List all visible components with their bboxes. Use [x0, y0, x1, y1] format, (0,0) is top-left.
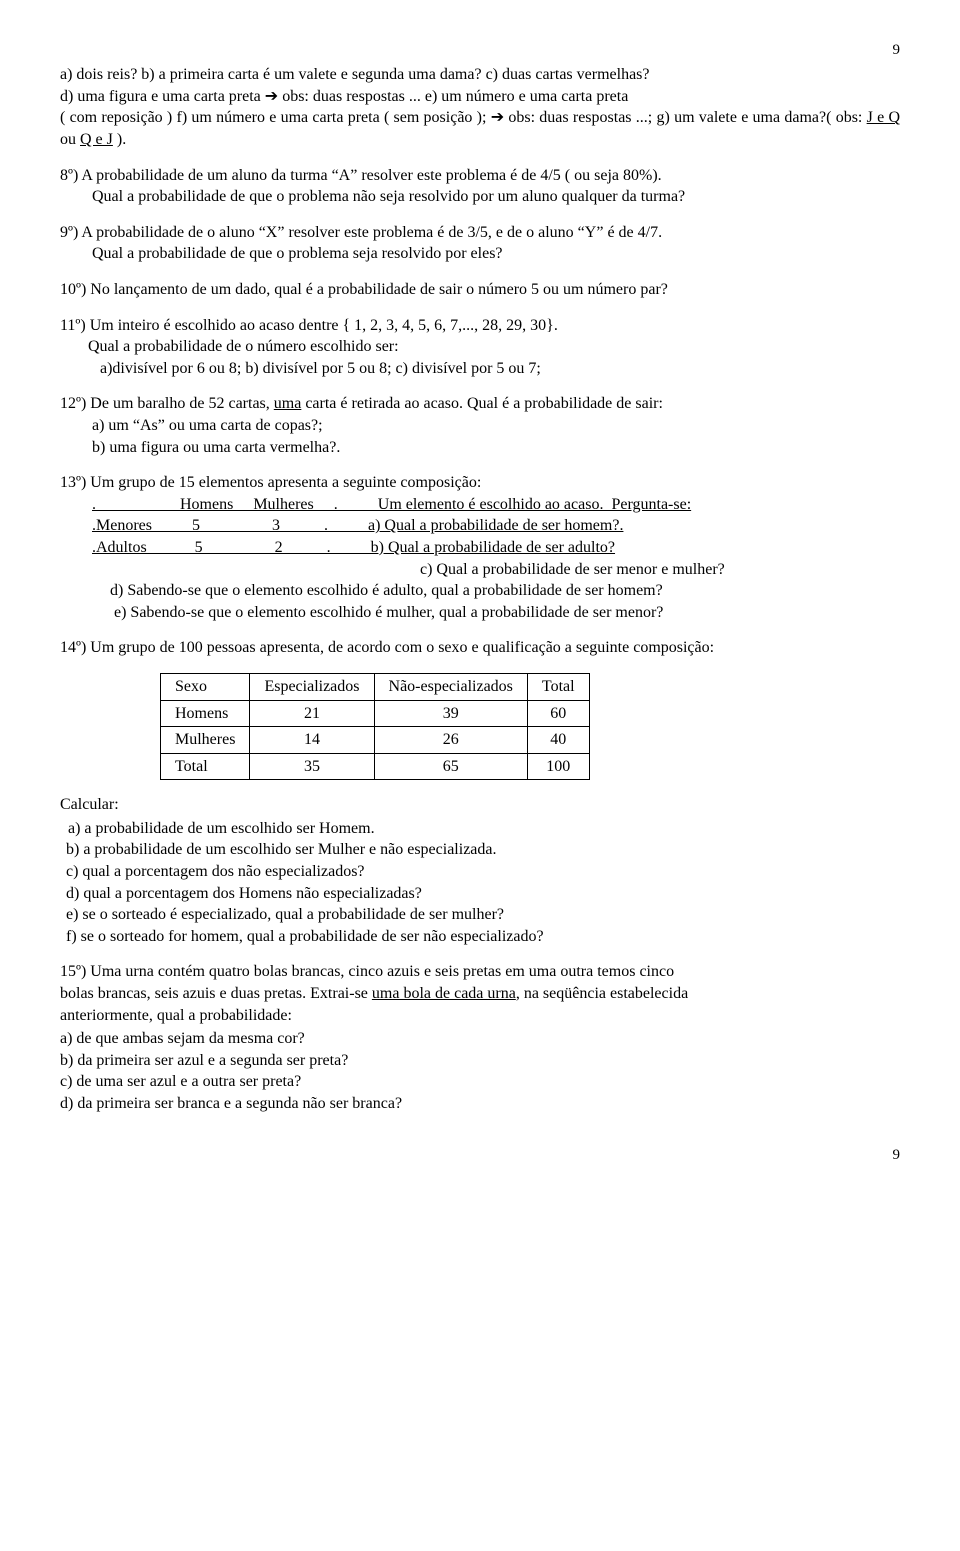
right-arrow-icon: ➔: [491, 109, 504, 126]
opt-line-2: d) uma figura e uma carta preta ➔ obs: d…: [60, 86, 900, 108]
question-14: 14º) Um grupo de 100 pessoas apresenta, …: [60, 637, 900, 659]
col-naoespec: Não-especializados: [374, 673, 527, 700]
question-9: 9º) A probabilidade de o aluno “X” resol…: [60, 222, 900, 265]
q14-c: c) qual a porcentagem dos não especializ…: [60, 861, 900, 883]
q15-line2: bolas brancas, seis azuis e duas pretas.…: [60, 983, 900, 1005]
table-row: Mulheres 14 26 40: [161, 727, 590, 754]
q15-c: c) de uma ser azul e a outra ser preta?: [60, 1071, 900, 1093]
q14-table: Sexo Especializados Não-especializados T…: [160, 673, 590, 780]
question-options-block: a) dois reis? b) a primeira carta é um v…: [60, 64, 900, 150]
q14-d: d) qual a porcentagem dos Homens não esp…: [60, 883, 900, 905]
q12-line1: 12º) De um baralho de 52 cartas, uma car…: [60, 393, 900, 415]
question-8: 8º) A probabilidade de um aluno da turma…: [60, 165, 900, 208]
table-row: Sexo Especializados Não-especializados T…: [161, 673, 590, 700]
question-13: 13º) Um grupo de 15 elementos apresenta …: [60, 472, 900, 623]
col-espec: Especializados: [250, 673, 374, 700]
question-10: 10º) No lançamento de um dado, qual é a …: [60, 279, 900, 301]
question-12: 12º) De um baralho de 52 cartas, uma car…: [60, 393, 900, 458]
q13-table-row-adultos: .Adultos 5 2 . b) Qual a probabilidade d…: [60, 537, 900, 559]
table-row: Total 35 65 100: [161, 753, 590, 780]
q13-table-header: . Homens Mulheres . Um elemento é escolh…: [60, 494, 900, 516]
page-number-top: 9: [60, 40, 900, 60]
table-row: Homens 21 39 60: [161, 700, 590, 727]
right-arrow-icon: ➔: [265, 88, 278, 105]
q14-calc: Calcular:: [60, 794, 900, 816]
opt-line-1: a) dois reis? b) a primeira carta é um v…: [60, 64, 900, 86]
col-sexo: Sexo: [161, 673, 250, 700]
q14-a: a) a probabilidade de um escolhido ser H…: [60, 818, 900, 840]
q14-e: e) se o sorteado é especializado, qual a…: [60, 904, 900, 926]
q15-b: b) da primeira ser azul e a segunda ser …: [60, 1050, 900, 1072]
q14-b: b) a probabilidade de um escolhido ser M…: [60, 839, 900, 861]
q14-f: f) se o sorteado for homem, qual a proba…: [60, 926, 900, 948]
q13-table-row-menores: .Menores 5 3 . a) Qual a probabilidade d…: [60, 515, 900, 537]
q15-d: d) da primeira ser branca e a segunda nã…: [60, 1093, 900, 1115]
opt-line-3: ( com reposição ) f) um número e uma car…: [60, 107, 900, 150]
page-number-bottom: 9: [60, 1145, 900, 1165]
question-11: 11º) Um inteiro é escolhido ao acaso den…: [60, 315, 900, 380]
q15-a: a) de que ambas sejam da mesma cor?: [60, 1028, 900, 1050]
question-15: 15º) Uma urna contém quatro bolas branca…: [60, 961, 900, 1026]
col-total: Total: [527, 673, 589, 700]
